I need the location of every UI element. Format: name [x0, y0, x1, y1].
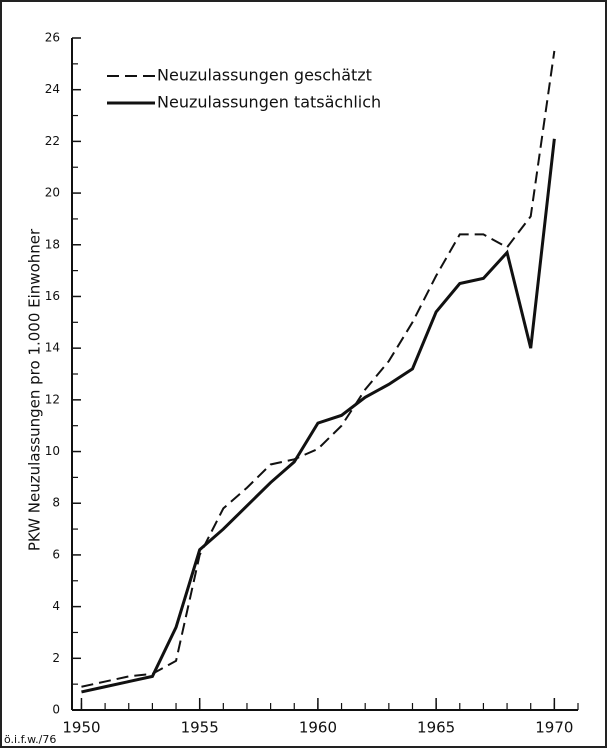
- y-tick-label: 26: [45, 31, 60, 45]
- y-tick-label: 20: [45, 186, 60, 200]
- legend-label: Neuzulassungen geschätzt: [157, 66, 372, 85]
- y-tick-label: 12: [45, 392, 60, 406]
- footnote: ö.i.f.w./76: [4, 733, 56, 746]
- x-tick-label: 1960: [299, 719, 337, 737]
- y-tick-label: 10: [45, 444, 60, 458]
- y-tick-label: 6: [52, 547, 60, 561]
- x-tick-label: 1950: [62, 719, 100, 737]
- series-line: [81, 50, 556, 688]
- x-tick-label: 1965: [417, 719, 455, 737]
- y-tick-label: 16: [45, 289, 60, 303]
- y-tick-label: 2: [52, 651, 60, 665]
- y-axis-label: PKW Neuzulassungen pro 1.000 Einwohner: [26, 228, 44, 551]
- legend-label: Neuzulassungen tatsächlich: [157, 93, 381, 112]
- series-line: [81, 138, 556, 694]
- y-tick-label: 22: [45, 134, 60, 148]
- y-tick-label: 14: [45, 341, 60, 355]
- y-tick-label: 0: [52, 703, 60, 717]
- y-tick-label: 24: [45, 82, 60, 96]
- y-tick-label: 4: [52, 599, 60, 613]
- x-tick-label: 1955: [181, 719, 219, 737]
- y-tick-label: 8: [52, 496, 60, 510]
- x-tick-label: 1970: [535, 719, 573, 737]
- y-tick-label: 18: [45, 237, 60, 251]
